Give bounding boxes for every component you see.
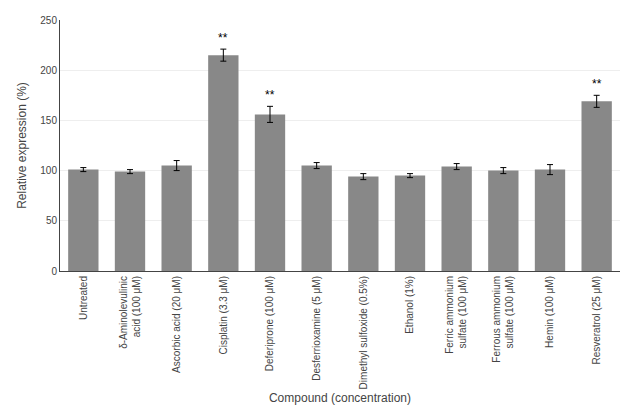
svg-text:**: ** (592, 77, 602, 91)
svg-text:150: 150 (40, 115, 57, 126)
svg-text:Deferiprone (100 μM): Deferiprone (100 μM) (264, 276, 275, 371)
svg-text:0: 0 (51, 266, 57, 277)
svg-text:Ascorbic acid (20 μM): Ascorbic acid (20 μM) (171, 276, 182, 373)
svg-text:Relative expression (%): Relative expression (%) (15, 82, 29, 209)
svg-text:Cisplatin (3.3 μM): Cisplatin (3.3 μM) (218, 276, 229, 355)
svg-text:Hemin (100 μM): Hemin (100 μM) (544, 276, 555, 348)
svg-text:50: 50 (46, 215, 58, 226)
svg-text:250: 250 (40, 15, 57, 26)
svg-text:Compound (concentration): Compound (concentration) (269, 391, 411, 405)
svg-text:Resveratrol (25 μM): Resveratrol (25 μM) (591, 276, 602, 365)
svg-text:**: ** (265, 88, 275, 102)
svg-text:Desferrioxamine (5 μM): Desferrioxamine (5 μM) (311, 276, 322, 381)
svg-text:Ferrous ammoniumsulfate (100 μ: Ferrous ammoniumsulfate (100 μM) (491, 276, 515, 363)
svg-text:Ferric ammoniumsulfate (100 μM: Ferric ammoniumsulfate (100 μM) (444, 276, 468, 354)
svg-text:200: 200 (40, 65, 57, 76)
svg-text:100: 100 (40, 165, 57, 176)
svg-text:Dimethyl sulfoxide (0.5%): Dimethyl sulfoxide (0.5%) (358, 276, 369, 389)
svg-text:Untreated: Untreated (78, 276, 89, 320)
svg-text:δ-Aminolevulinicacid (100 μM): δ-Aminolevulinicacid (100 μM) (118, 276, 142, 349)
svg-text:Ethanol (1%): Ethanol (1%) (404, 276, 415, 334)
svg-text:**: ** (218, 31, 228, 45)
